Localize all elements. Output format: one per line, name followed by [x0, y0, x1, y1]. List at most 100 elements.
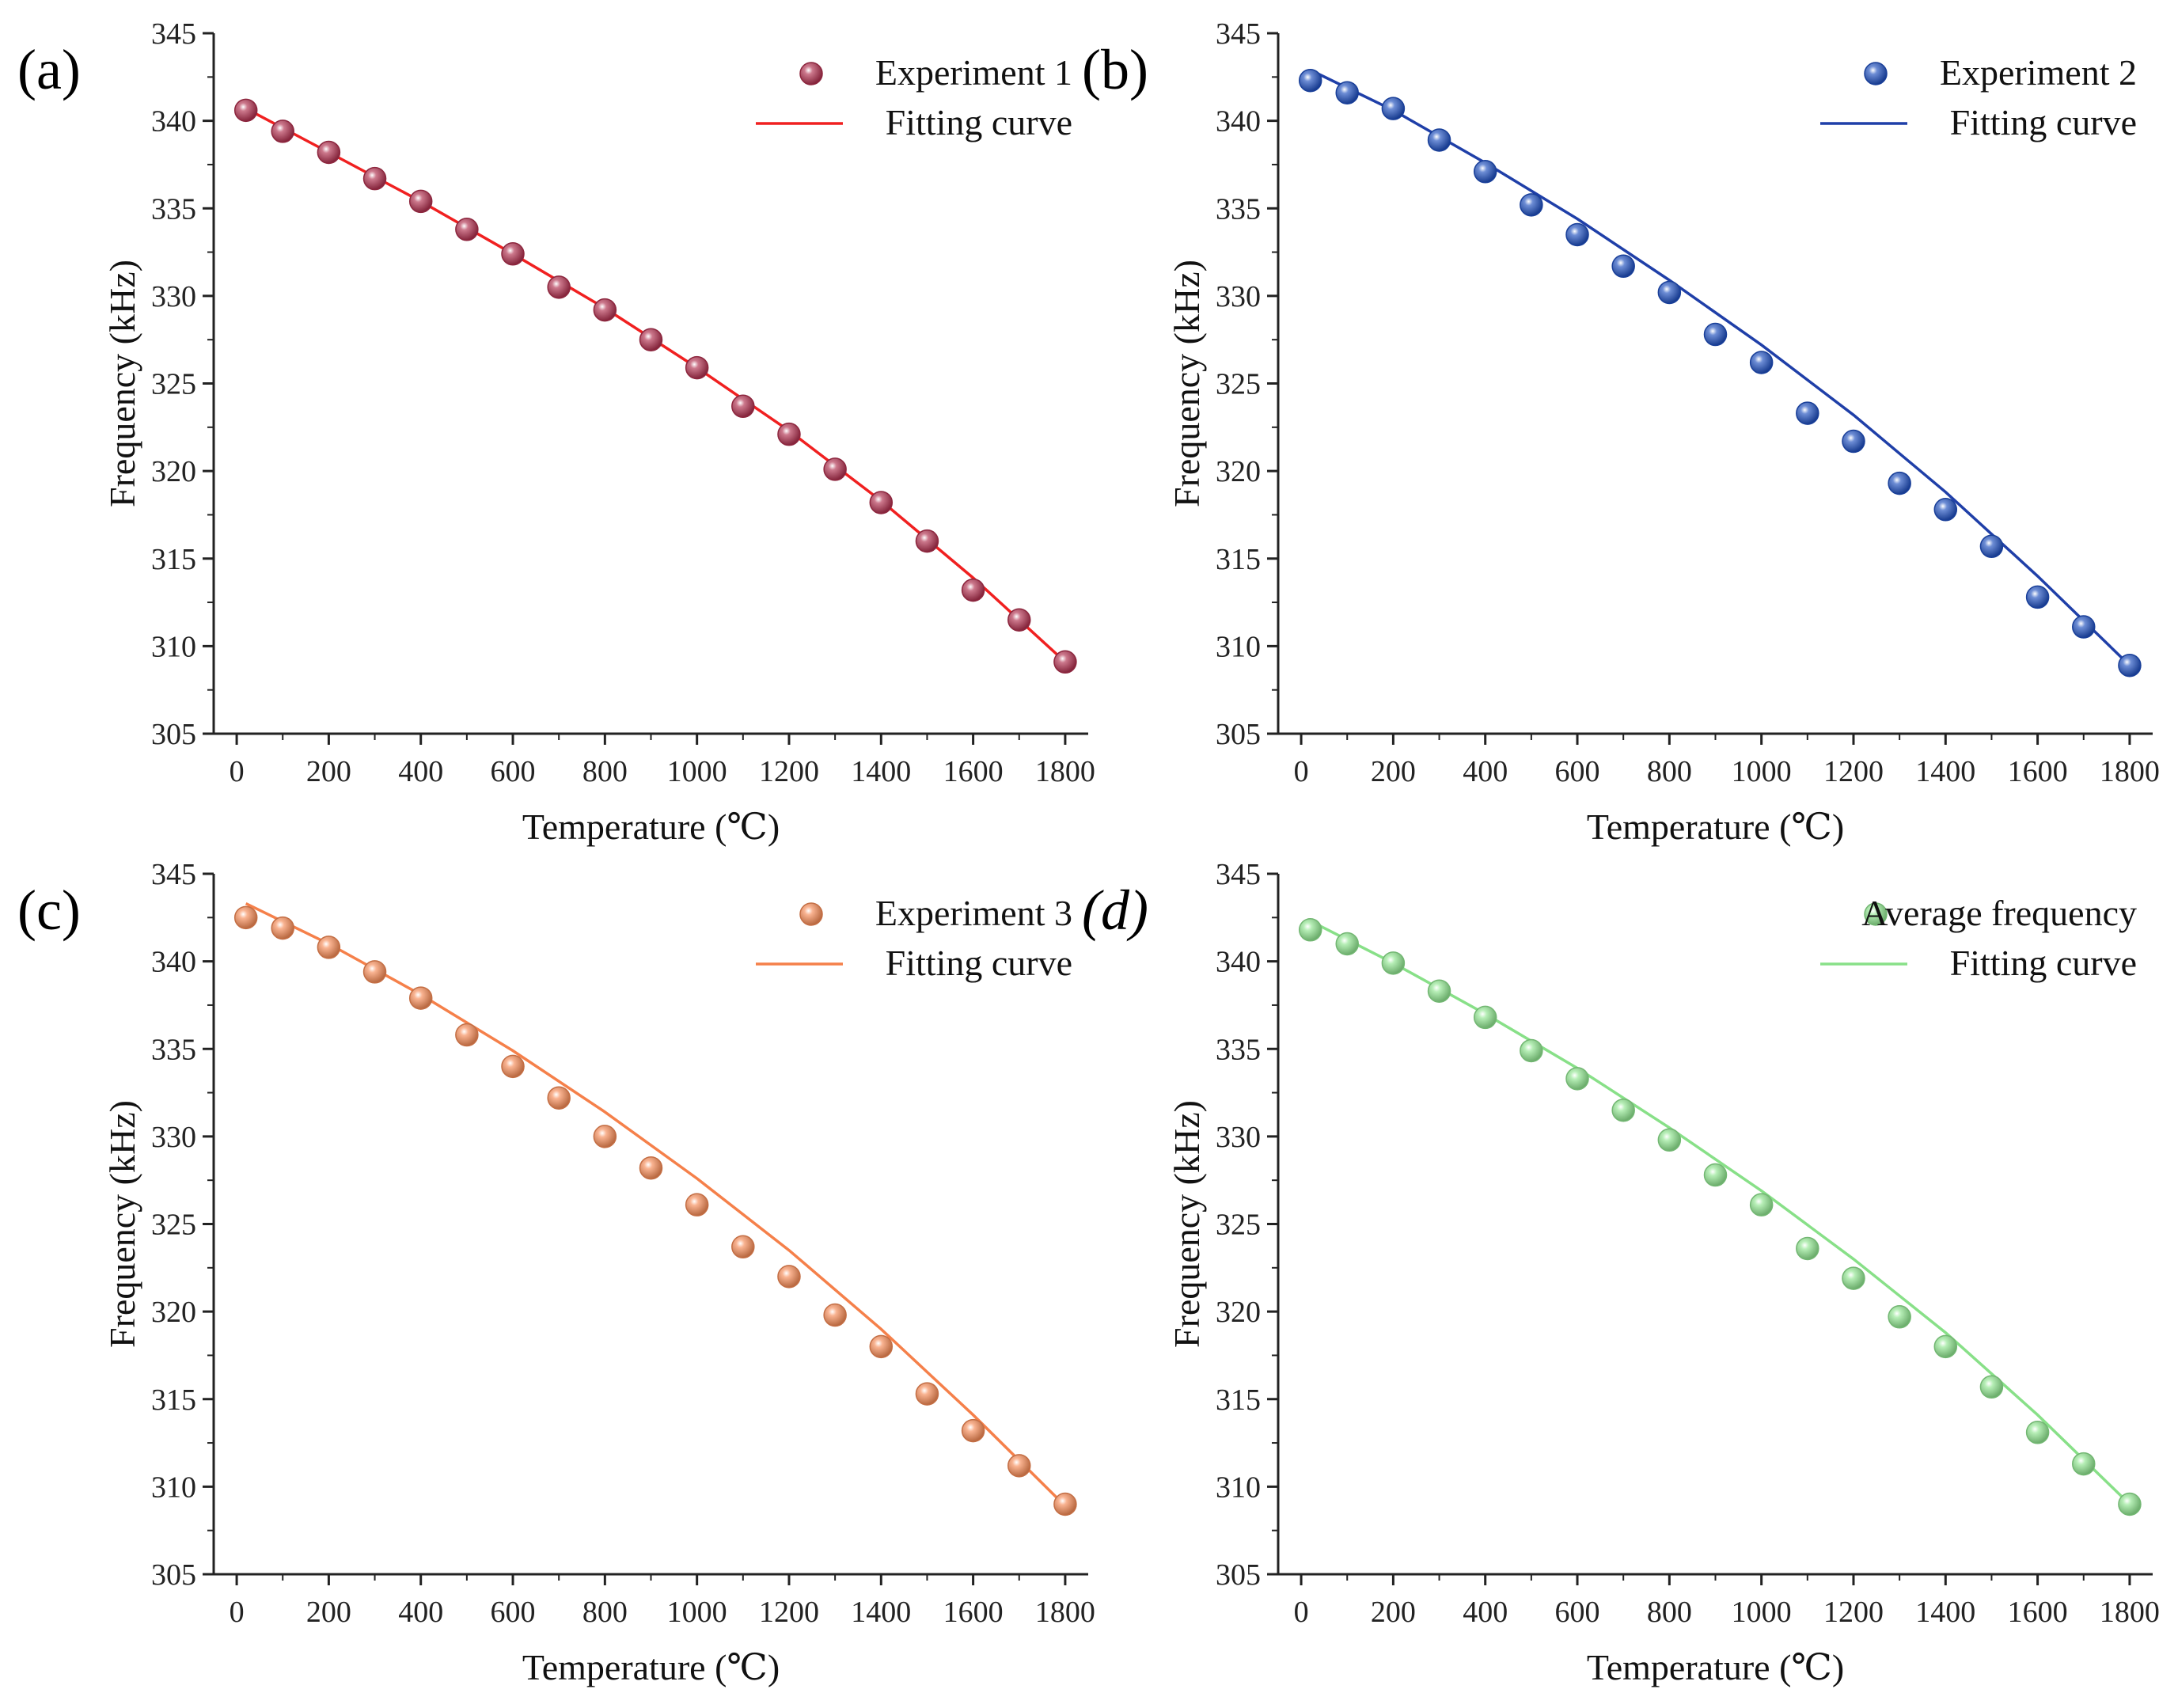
- y-tick-label: 320: [151, 1296, 196, 1329]
- y-tick-label: 315: [151, 543, 196, 576]
- data-point: [1657, 280, 1682, 305]
- x-tick-label: 200: [306, 1596, 351, 1629]
- data-point: [823, 457, 847, 481]
- data-point: [1298, 68, 1322, 93]
- y-tick-label: 315: [1216, 543, 1261, 576]
- data-point: [1796, 401, 1819, 425]
- x-axis-title: Temperature (℃): [1587, 807, 1844, 847]
- x-tick-label: 1000: [1732, 755, 1792, 788]
- legend-marker-swatch: [799, 62, 823, 85]
- data-point: [1979, 1375, 2004, 1399]
- panel-label: (c): [17, 879, 81, 942]
- y-axis-title: Frequency (kHz): [1167, 260, 1207, 507]
- x-tick-label: 1000: [667, 1596, 727, 1629]
- data-point: [1007, 1454, 1031, 1478]
- x-tick-label: 0: [230, 755, 245, 788]
- data-point: [777, 1265, 801, 1289]
- y-axis-title: Frequency (kHz): [102, 1100, 142, 1348]
- x-tick-label: 1600: [943, 755, 1004, 788]
- x-axis-title: Temperature (℃): [522, 1647, 780, 1687]
- x-tick-label: 200: [306, 755, 351, 788]
- y-tick-label: 310: [151, 1471, 196, 1504]
- legend-marker-swatch: [799, 902, 823, 926]
- data-point: [547, 275, 571, 299]
- x-tick-label: 1800: [1035, 1596, 1095, 1629]
- data-point: [2025, 585, 2050, 609]
- data-point: [915, 529, 939, 553]
- data-point: [2118, 1492, 2142, 1516]
- data-point: [1335, 932, 1359, 956]
- y-tick-label: 340: [1216, 946, 1261, 979]
- x-tick-label: 1000: [667, 755, 727, 788]
- data-point: [1053, 1492, 1077, 1516]
- data-point: [455, 1023, 479, 1047]
- x-tick-label: 1600: [2008, 1596, 2068, 1629]
- data-point: [1888, 1305, 1911, 1329]
- y-tick-label: 330: [1216, 280, 1261, 313]
- data-point: [1842, 429, 1865, 454]
- data-point: [408, 986, 433, 1010]
- y-tick-label: 325: [1216, 1209, 1261, 1242]
- y-tick-label: 340: [151, 946, 196, 979]
- y-tick-label: 345: [151, 858, 196, 891]
- data-point: [317, 936, 341, 959]
- x-tick-label: 600: [1555, 755, 1600, 788]
- y-tick-label: 330: [151, 280, 196, 313]
- data-point: [823, 1303, 847, 1327]
- x-tick-label: 600: [491, 1596, 536, 1629]
- data-point: [869, 491, 894, 514]
- data-point: [961, 1418, 985, 1443]
- x-tick-label: 400: [1463, 755, 1508, 788]
- y-tick-label: 330: [151, 1121, 196, 1154]
- data-point: [362, 166, 387, 191]
- chart-panel-4: (d) 305 310 315 320 325 330 335 340 345 0 200 400 600…: [1082, 858, 2160, 1687]
- legend-marker-swatch: [1864, 902, 1888, 926]
- x-tick-label: 600: [491, 755, 536, 788]
- data-point: [1298, 918, 1322, 942]
- x-axis-title: Temperature (℃): [522, 807, 780, 847]
- y-tick-label: 310: [1216, 630, 1261, 663]
- x-tick-label: 1600: [2008, 755, 2068, 788]
- x-tick-label: 800: [582, 755, 628, 788]
- legend-line-label: Fitting curve: [1950, 943, 2137, 983]
- data-point: [317, 140, 341, 165]
- data-point: [915, 1382, 939, 1406]
- x-tick-label: 1200: [759, 1596, 819, 1629]
- data-point: [639, 328, 663, 351]
- y-tick-label: 320: [151, 455, 196, 488]
- y-tick-label: 325: [151, 368, 196, 401]
- x-tick-label: 1200: [759, 755, 819, 788]
- x-tick-label: 1400: [851, 1596, 911, 1629]
- data-point: [1933, 498, 1958, 522]
- data-point: [2072, 1452, 2096, 1476]
- data-point: [1749, 1193, 1774, 1216]
- data-point: [639, 1156, 663, 1180]
- x-tick-label: 1200: [1823, 755, 1884, 788]
- data-point: [271, 120, 294, 143]
- y-tick-label: 335: [151, 192, 196, 226]
- x-tick-label: 200: [1371, 755, 1416, 788]
- x-tick-label: 1400: [1915, 1596, 1975, 1629]
- data-point: [685, 1193, 709, 1216]
- x-tick-label: 1800: [1035, 755, 1095, 788]
- data-point: [1979, 534, 2004, 559]
- data-point: [731, 394, 755, 419]
- data-point: [777, 422, 801, 446]
- panel-label: (d): [1082, 879, 1148, 942]
- x-axis-title: Temperature (℃): [1587, 1647, 1844, 1687]
- y-tick-label: 340: [1216, 105, 1261, 139]
- y-tick-label: 325: [151, 1209, 196, 1242]
- data-point: [593, 298, 617, 322]
- y-tick-label: 335: [151, 1033, 196, 1066]
- data-point: [2072, 615, 2096, 639]
- data-point: [685, 355, 709, 380]
- data-point: [501, 242, 525, 266]
- y-tick-label: 310: [151, 630, 196, 663]
- data-point: [455, 218, 479, 241]
- x-tick-label: 200: [1371, 1596, 1416, 1629]
- data-point: [1335, 81, 1359, 104]
- legend-marker-label: Experiment 2: [1940, 52, 2137, 93]
- data-point: [731, 1235, 755, 1259]
- panel-label: (b): [1082, 38, 1148, 101]
- y-tick-label: 345: [1216, 858, 1261, 891]
